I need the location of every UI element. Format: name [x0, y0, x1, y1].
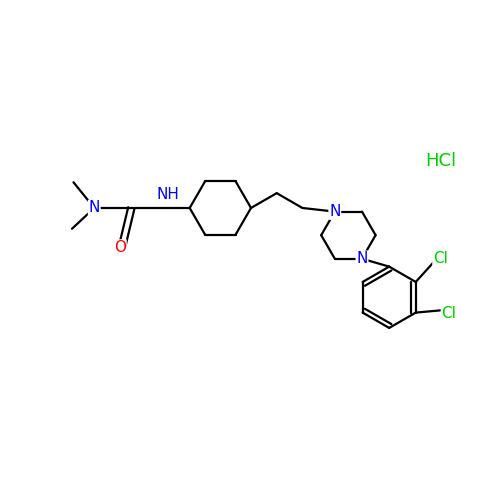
Text: Cl: Cl: [433, 250, 448, 266]
Text: Cl: Cl: [442, 306, 456, 320]
Text: NH: NH: [156, 186, 180, 202]
Text: HCl: HCl: [425, 152, 456, 170]
Text: N: N: [329, 204, 340, 219]
Text: O: O: [114, 240, 126, 255]
Text: N: N: [356, 251, 368, 266]
Text: N: N: [88, 200, 100, 216]
